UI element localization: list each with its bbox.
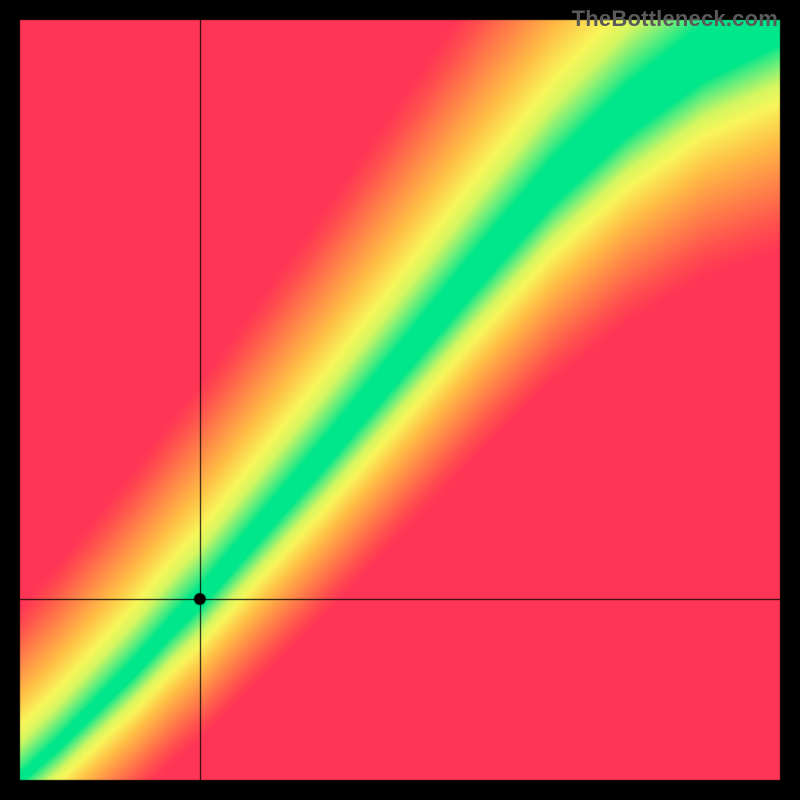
chart-container: TheBottleneck.com [0, 0, 800, 800]
bottleneck-heatmap [0, 0, 800, 800]
watermark-text: TheBottleneck.com [572, 6, 778, 32]
